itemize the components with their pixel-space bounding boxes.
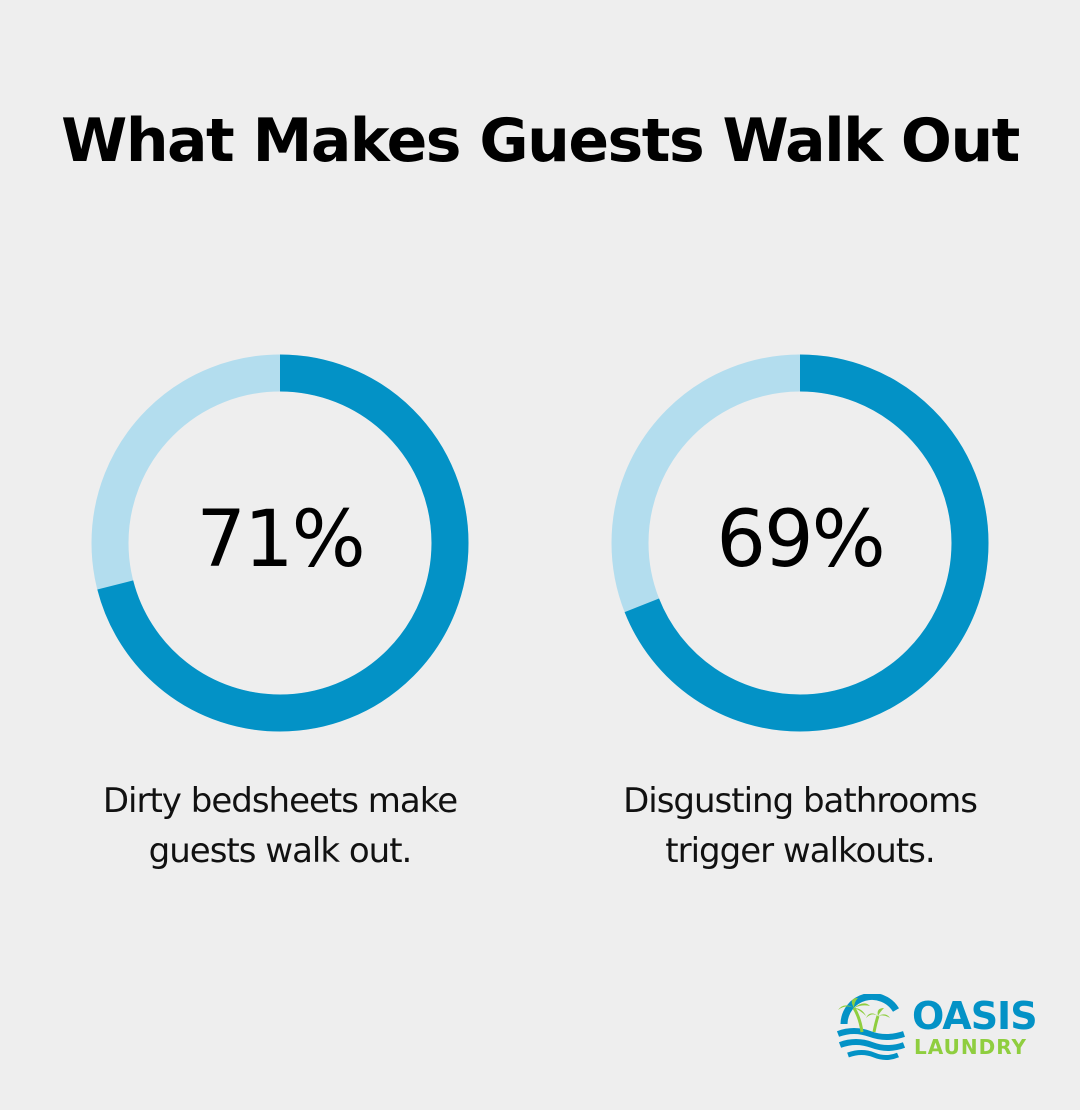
donut-fill: [91, 354, 469, 732]
palm-wave-emblem-icon: [836, 994, 906, 1060]
caption-line: Disgusting bathrooms: [623, 781, 978, 821]
caption-line: guests walk out.: [148, 831, 413, 871]
oasis-laundry-logo: OASIS LAUNDRY: [834, 994, 1044, 1064]
caption-line: trigger walkouts.: [665, 831, 935, 871]
logo-word-oasis: OASIS: [912, 994, 1038, 1038]
caption-bathrooms: Disgusting bathrooms trigger walkouts.: [570, 776, 1030, 876]
caption-bedsheets: Dirty bedsheets make guests walk out.: [50, 776, 510, 876]
caption-line: Dirty bedsheets make: [102, 781, 458, 821]
donut-fill: [611, 354, 989, 732]
page-title: What Makes Guests Walk Out: [61, 106, 1020, 176]
donut-chart-bedsheets: 71%: [90, 353, 470, 733]
logo-word-laundry: LAUNDRY: [914, 1035, 1027, 1059]
percent-value: 69%: [716, 495, 885, 585]
percent-value: 71%: [196, 495, 365, 585]
donut-chart-bathrooms: 69%: [610, 353, 990, 733]
donut-ring: [91, 354, 469, 732]
donut-ring: [611, 354, 989, 732]
